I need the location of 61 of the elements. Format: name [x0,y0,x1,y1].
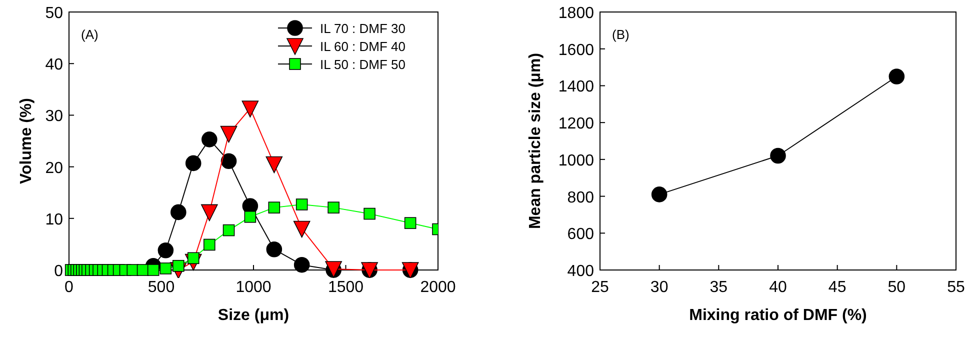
y-tick-label: 30 [45,108,64,126]
y-tick-label: 1000 [558,152,594,170]
legend-label: IL 70 : DMF 30 [320,21,406,36]
x-tick-label: 500 [148,279,175,296]
point [222,224,235,236]
x-tick-label: 2000 [420,279,456,296]
point [220,126,238,143]
point [201,204,218,222]
x-tick-label: 55 [947,279,965,296]
point [158,242,174,258]
y-axis-title: Volume (%) [18,98,35,184]
point [404,217,416,229]
point [147,264,160,276]
y-tick-label: 1600 [558,42,594,59]
y-tick-label: 800 [567,189,594,206]
y-tick-label: 50 [45,5,64,22]
point [170,204,186,220]
x-tick-label: 30 [650,279,668,296]
legend-label: IL 50 : DMF 50 [320,57,406,72]
x-tick-label: 1000 [236,279,272,296]
x-tick-label: 40 [769,279,787,296]
x-tick-label: 0 [64,279,74,296]
legend-label: IL 60 : DMF 40 [320,39,406,54]
point [185,155,202,172]
point [266,156,283,174]
y-tick-label: 40 [45,56,64,74]
point [160,262,172,274]
point [328,202,340,214]
y-tick-label: 0 [54,263,64,280]
point [220,153,237,170]
point [244,210,256,223]
x-tick-label: 50 [888,279,906,296]
y-tick-label: 400 [567,263,594,280]
x-axis-title: Size (μm) [218,307,290,324]
y-tick-label: 600 [567,226,594,244]
point [888,68,905,84]
point [268,202,280,214]
annotation: (A) [81,27,98,42]
y-tick-label: 1400 [558,78,594,96]
y-tick-label: 1800 [558,5,594,22]
x-axis-title: Mixing ratio of DMF (%) [689,307,867,324]
y-tick-label: 1200 [558,116,594,133]
x-tick-label: 1500 [328,279,364,296]
point [136,264,149,276]
point [294,256,310,273]
y-axis-title: Mean particle size (μm) [527,52,544,230]
point [293,220,310,238]
point [770,148,786,164]
x-tick-label: 25 [591,279,609,296]
x-tick-label: 45 [828,279,846,296]
point [364,208,376,220]
point [202,132,218,148]
x-tick-label: 35 [710,279,728,296]
point [651,186,668,202]
point [242,100,259,118]
point [266,241,282,258]
annotation: (B) [612,27,630,42]
y-tick-label: 20 [45,160,64,177]
y-tick-label: 10 [45,211,64,228]
point [204,238,216,251]
point [296,198,308,210]
